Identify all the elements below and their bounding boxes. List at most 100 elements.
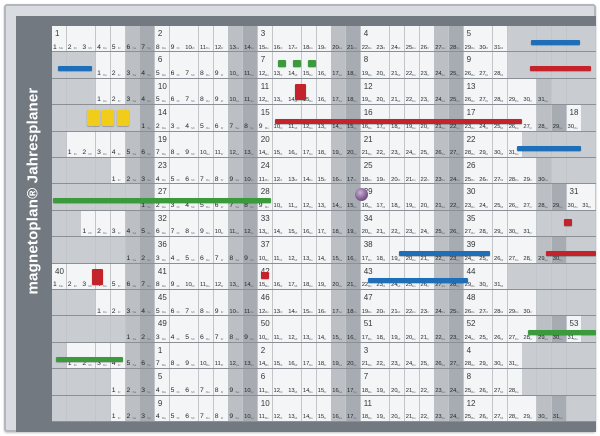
- day-cell[interactable]: 12 Mi: [287, 316, 303, 342]
- day-cell[interactable]: 10 So: [243, 158, 259, 184]
- day-cell[interactable]: 10 Di: [272, 105, 288, 131]
- day-cell[interactable]: 21 So: [346, 26, 361, 52]
- day-cell[interactable]: 2 Mi: [81, 131, 97, 157]
- day-cell[interactable]: 6 Mi: [184, 395, 200, 421]
- day-cell[interactable]: 22 Mo: [360, 26, 376, 52]
- day-cell[interactable]: 11 So: [243, 78, 259, 105]
- day-cell[interactable]: 7 Fr: [213, 316, 229, 342]
- day-cell[interactable]: 7 Do: [199, 158, 214, 184]
- day-cell[interactable]: 21 Do: [404, 158, 420, 184]
- day-cell[interactable]: 18 So: [346, 52, 361, 78]
- day-cell[interactable]: 24 Di: [478, 184, 494, 210]
- day-cell[interactable]: 23 So: [448, 316, 464, 342]
- day-cell[interactable]: 11 So: [243, 52, 259, 78]
- day-cell[interactable]: 10 Sa: [228, 52, 244, 78]
- day-cell[interactable]: 5 Do: [199, 105, 214, 131]
- day-cell[interactable]: 10 Fr: [213, 210, 229, 237]
- day-cell[interactable]: 14 Sa: [331, 105, 347, 131]
- day-cell[interactable]: 11 Mi: [287, 105, 303, 131]
- day-cell[interactable]: 1 Di: [66, 131, 82, 157]
- day-cell[interactable]: 16 So: [346, 237, 361, 263]
- day-cell[interactable]: 9 Sa: [228, 369, 244, 395]
- day-cell[interactable]: 28 Do: [507, 158, 523, 184]
- day-cell[interactable]: 7 Do: [199, 369, 214, 395]
- day-cell[interactable]: 1 Mo: [52, 263, 67, 289]
- blue-strip-sep[interactable]: [398, 251, 491, 257]
- day-cell[interactable]: 21 Mo: [360, 131, 376, 157]
- day-cell[interactable]: 1 Do: [96, 52, 112, 78]
- day-cell[interactable]: 29 Mi: [493, 210, 508, 237]
- day-cell[interactable]: 20 Mi: [390, 395, 406, 421]
- day-cell[interactable]: 13 Mi: [287, 395, 303, 421]
- day-cell[interactable]: 17 Sa: [331, 52, 347, 78]
- day-cell[interactable]: 31 Fr: [522, 210, 538, 237]
- day-cell[interactable]: 19 Di: [375, 158, 391, 184]
- day-cell[interactable]: 10 Mo: [257, 237, 273, 263]
- day-cell[interactable]: 23 Sa: [434, 369, 450, 395]
- day-cell[interactable]: 16 Sa: [331, 395, 347, 421]
- day-cell[interactable]: 30 Sa: [537, 395, 553, 421]
- day-cell[interactable]: 12 Mo: [257, 52, 273, 78]
- day-cell[interactable]: 29 Fr: [522, 158, 538, 184]
- red-square-aug[interactable]: [563, 218, 572, 226]
- day-cell[interactable]: 4 Mo: [154, 369, 170, 395]
- red-strip-sep[interactable]: [545, 251, 596, 257]
- day-cell[interactable]: 13 Di: [272, 290, 288, 316]
- day-cell[interactable]: 5 So: [140, 210, 156, 237]
- day-cell[interactable]: 6 So: [140, 131, 156, 157]
- day-cell[interactable]: 6 Di: [169, 78, 185, 105]
- day-cell[interactable]: 28 Sa: [537, 184, 553, 210]
- day-cell[interactable]: 5 Mi: [184, 237, 200, 263]
- day-cell[interactable]: 27 Sa: [434, 263, 450, 289]
- day-cell[interactable]: 2 Mi: [81, 342, 97, 369]
- day-cell[interactable]: 30 Mo: [566, 184, 582, 210]
- day-cell[interactable]: 6 Sa: [125, 263, 141, 289]
- yellow-block-apr-2[interactable]: [101, 110, 115, 127]
- day-cell[interactable]: 24 Mo: [463, 316, 479, 342]
- day-cell[interactable]: 7 Mi: [184, 290, 200, 316]
- day-cell[interactable]: 21 Do: [404, 395, 420, 421]
- day-cell[interactable]: 26 Sa: [434, 131, 450, 157]
- day-cell[interactable]: 30 Fr: [522, 290, 538, 316]
- day-cell[interactable]: 20 So: [346, 131, 361, 157]
- day-cell[interactable]: 12 Do: [301, 184, 317, 210]
- day-cell[interactable]: 8 Di: [169, 131, 185, 157]
- day-cell[interactable]: 27 Fr: [522, 105, 538, 131]
- day-cell[interactable]: 30 Di: [478, 26, 494, 52]
- day-cell[interactable]: 11 Fr: [213, 342, 229, 369]
- day-cell[interactable]: 26 Mo: [463, 78, 479, 105]
- day-cell[interactable]: 24 Do: [404, 342, 420, 369]
- day-cell[interactable]: 26 Mo: [463, 290, 479, 316]
- day-cell[interactable]: 1 So: [140, 184, 156, 210]
- day-cell[interactable]: 22 Sa: [434, 316, 450, 342]
- day-cell[interactable]: 25 So: [448, 52, 464, 78]
- day-cell[interactable]: 7 Mo: [154, 131, 170, 157]
- day-cell[interactable]: 24 Sa: [434, 52, 450, 78]
- day-cell[interactable]: 11 Fr: [213, 131, 229, 157]
- day-cell[interactable]: 28 Mi: [493, 52, 508, 78]
- day-cell[interactable]: 8 So: [243, 105, 259, 131]
- day-cell[interactable]: 1 Fr: [110, 158, 126, 184]
- day-cell[interactable]: 8 Fr: [213, 395, 229, 421]
- day-cell[interactable]: 14 Do: [301, 369, 317, 395]
- day-cell[interactable]: 25 Mi: [493, 184, 508, 210]
- day-cell[interactable]: 4 Di: [169, 316, 185, 342]
- red-strip-apr[interactable]: [275, 119, 523, 125]
- day-cell[interactable]: 5 Mo: [154, 290, 170, 316]
- red-block-oct[interactable]: [91, 268, 104, 285]
- day-cell[interactable]: 4 Mi: [184, 184, 200, 210]
- day-cell[interactable]: 25 Mo: [463, 395, 479, 421]
- day-cell[interactable]: 9 So: [243, 316, 259, 342]
- day-cell[interactable]: 19 Do: [404, 105, 420, 131]
- day-cell[interactable]: 3 Sa: [125, 290, 141, 316]
- day-cell[interactable]: 11 Di: [272, 237, 288, 263]
- day-cell[interactable]: 29 Mo: [463, 263, 479, 289]
- day-cell[interactable]: 17 Do: [301, 131, 317, 157]
- day-cell[interactable]: 2 Fr: [110, 290, 126, 316]
- day-cell[interactable]: 2 Sa: [125, 395, 141, 421]
- day-cell[interactable]: 29 Di: [478, 131, 494, 157]
- day-cell[interactable]: 13 Do: [301, 237, 317, 263]
- day-cell[interactable]: 12 Fr: [213, 26, 229, 52]
- day-cell[interactable]: 21 Di: [375, 210, 391, 237]
- day-cell[interactable]: 20 Do: [404, 316, 420, 342]
